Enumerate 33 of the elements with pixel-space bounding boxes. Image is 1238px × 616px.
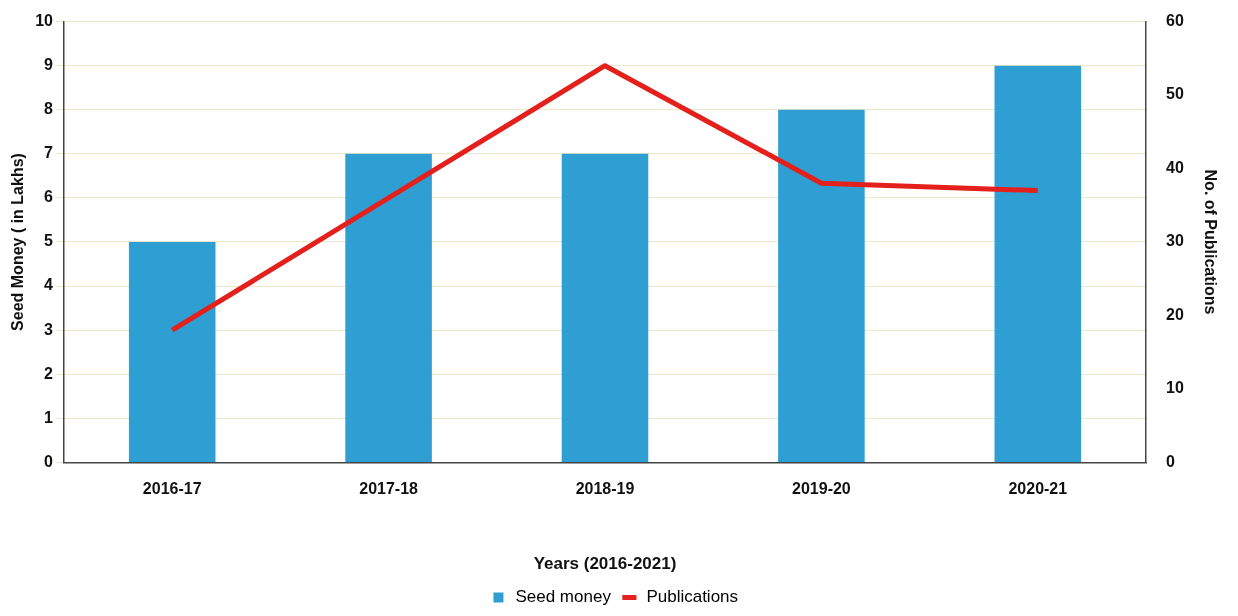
y-tick-label: 3 — [44, 320, 54, 338]
bar — [128, 242, 216, 462]
y-tick-label: 4 — [44, 276, 54, 294]
x-tick-label: 2017-18 — [359, 480, 419, 498]
x-tick-label: 2019-20 — [792, 480, 851, 498]
bar — [345, 153, 432, 462]
y-tick-label: 10 — [35, 12, 54, 30]
y2-tick-label: 60 — [1166, 12, 1184, 30]
y-tick-label: 2 — [44, 364, 54, 382]
x-tick-label: 2020-21 — [1008, 480, 1068, 498]
legend-label: Publications — [646, 587, 739, 607]
y2-tick-label: 30 — [1166, 232, 1184, 250]
bar — [994, 65, 1082, 462]
y-tick-label: 7 — [44, 144, 54, 162]
x-tick-label: 2018-19 — [575, 480, 635, 498]
legend-label: Seed money — [515, 587, 612, 607]
y2-tick-label: 50 — [1166, 85, 1184, 103]
y2-axis-title: No. of Publications — [1201, 169, 1219, 315]
x-tick-label: 2016-17 — [142, 480, 202, 498]
bar — [561, 153, 649, 462]
x-axis-title: Years (2016-2021) — [533, 554, 677, 574]
y-tick-label: 6 — [44, 188, 54, 206]
y-tick-label: 0 — [44, 452, 54, 470]
y-tick-label: 8 — [44, 100, 54, 118]
y2-tick-label: 20 — [1166, 305, 1184, 323]
bar — [778, 109, 865, 462]
y-tick-label: 1 — [44, 408, 54, 426]
y-axis-title: Seed Money ( in Lakhs) — [9, 153, 27, 331]
y2-tick-label: 10 — [1166, 379, 1184, 397]
y-tick-label: 5 — [44, 232, 54, 250]
y2-tick-label: 0 — [1166, 452, 1175, 470]
y2-tick-label: 40 — [1166, 158, 1184, 176]
y-tick-label: 9 — [44, 56, 54, 74]
